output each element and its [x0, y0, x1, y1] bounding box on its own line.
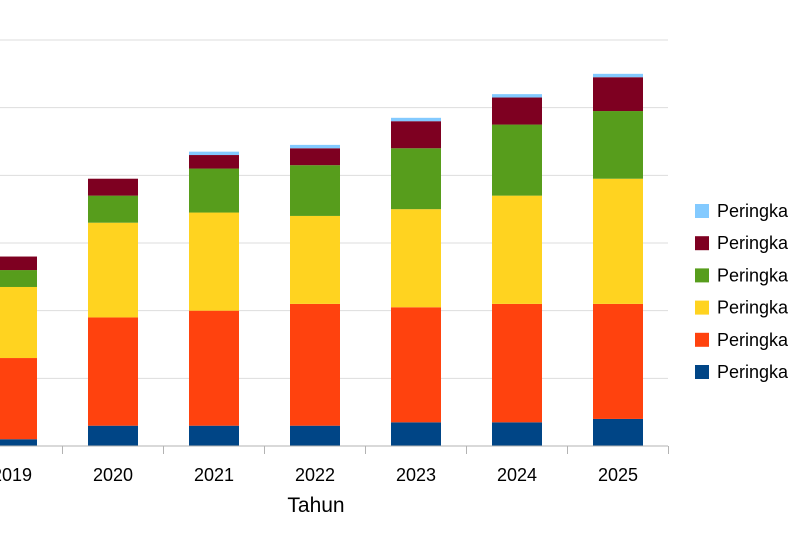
- bar-segment: [88, 178, 138, 196]
- bar-segment: [492, 94, 542, 98]
- bar-segment: [290, 148, 340, 166]
- bar-segment: [189, 151, 239, 156]
- bar-segment: [189, 168, 239, 213]
- bar-segment: [189, 212, 239, 311]
- bar-segment: [290, 425, 340, 446]
- bar-segment: [0, 270, 37, 287]
- bar-segment: [593, 418, 643, 446]
- bar-segment: [0, 439, 37, 446]
- bar-segment: [189, 425, 239, 446]
- bar-segment: [391, 307, 441, 423]
- bar-segment: [492, 422, 542, 446]
- legend-label: Peringka: [717, 233, 789, 253]
- bar-segment: [290, 215, 340, 304]
- legend: Peringka Peringka Peringka Peringka Peringka…: [695, 201, 789, 382]
- legend-swatch: [695, 300, 709, 315]
- bar-segment: [0, 286, 37, 359]
- legend-swatch: [695, 365, 709, 379]
- bar-segment: [88, 317, 138, 426]
- bar-segment: [0, 256, 37, 271]
- bar-segment: [492, 303, 542, 423]
- bar-segment: [391, 209, 441, 308]
- x-tick-label: 2019: [0, 465, 32, 485]
- legend-swatch: [695, 268, 709, 283]
- legend-swatch: [695, 204, 709, 218]
- bar-segment: [290, 303, 340, 426]
- x-tick-label: 2022: [295, 465, 335, 485]
- legend-swatch: [695, 236, 709, 251]
- x-tick-label: 2025: [598, 465, 638, 485]
- bar-segment: [492, 124, 542, 196]
- legend-label: Peringka: [717, 362, 789, 382]
- legend-label: Peringka: [717, 201, 789, 221]
- bar-segment: [391, 148, 441, 210]
- legend-label: Peringka: [717, 265, 789, 285]
- bar-segment: [593, 73, 643, 78]
- x-tick-label: 2021: [194, 465, 234, 485]
- bar-segment: [593, 77, 643, 112]
- bar-segment: [88, 222, 138, 318]
- bar-segment: [189, 310, 239, 426]
- bar-segment: [492, 195, 542, 304]
- bar-segment: [189, 155, 239, 169]
- legend-swatch: [695, 332, 709, 347]
- bar-segment: [290, 144, 340, 149]
- bar-segment: [492, 97, 542, 125]
- x-tick-label: 2024: [497, 465, 537, 485]
- bar-segment: [290, 165, 340, 216]
- bar-segment: [391, 422, 441, 446]
- bar-segment: [593, 303, 643, 419]
- x-axis: 2019 2020 2021 2022 2023 2024 2025: [0, 445, 669, 485]
- x-tick-label: 2023: [396, 465, 436, 485]
- x-tick-label: 2020: [93, 465, 133, 485]
- bar-segment: [0, 358, 37, 440]
- legend-label: Peringka: [717, 298, 789, 318]
- bar-segment: [88, 425, 138, 446]
- bars: [0, 73, 643, 446]
- bar-segment: [88, 195, 138, 223]
- x-axis-title: Tahun: [287, 494, 344, 517]
- bar-segment: [391, 121, 441, 149]
- legend-label: Peringka: [717, 330, 789, 350]
- bar-segment: [593, 178, 643, 304]
- bar-segment: [391, 117, 441, 122]
- bar-segment: [593, 111, 643, 179]
